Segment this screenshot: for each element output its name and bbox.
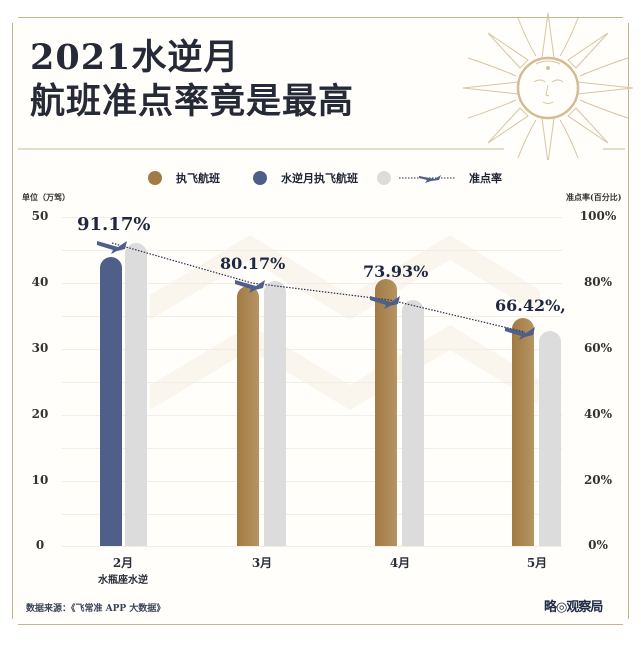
title-line-1: 2021水逆月 bbox=[30, 37, 240, 78]
grid-line bbox=[62, 382, 562, 383]
rate-label-feb: 91.17% bbox=[77, 214, 151, 235]
legend-label: 执飞航班 bbox=[176, 172, 220, 185]
x-label-mar: 3月 bbox=[251, 556, 273, 570]
bar-on-time-rate-may[interactable] bbox=[539, 331, 561, 546]
x-label-feb: 2月 bbox=[112, 556, 134, 570]
frame-corner bbox=[623, 619, 631, 627]
dotted-line-plane-icon bbox=[399, 175, 455, 183]
grid-line bbox=[62, 283, 562, 284]
data-source: 数据来源：《飞常准 APP 大数据》 bbox=[26, 604, 166, 614]
bar-flights-apr[interactable] bbox=[375, 279, 397, 546]
bar-on-time-rate-mar[interactable] bbox=[264, 281, 286, 546]
page-title: 2021水逆月 航班准点率竟是最高 bbox=[30, 36, 354, 124]
legend-item-on-time-rate: 准点率 bbox=[377, 170, 502, 186]
x-label-may: 5月 bbox=[526, 556, 548, 570]
legend-label: 准点率 bbox=[469, 172, 502, 185]
grid-line bbox=[62, 349, 562, 350]
frame-corner bbox=[623, 15, 631, 23]
left-tick: 10 bbox=[31, 473, 49, 487]
left-tick: 40 bbox=[31, 275, 49, 289]
left-tick: 0 bbox=[35, 538, 45, 552]
divider bbox=[18, 148, 504, 150]
gray-circle-icon bbox=[377, 171, 391, 185]
right-tick: 0% bbox=[588, 538, 608, 552]
frame-corner bbox=[10, 619, 18, 627]
grid-line bbox=[62, 250, 562, 251]
grid-line bbox=[62, 546, 562, 547]
right-tick: 60% bbox=[583, 341, 613, 355]
legend-label: 水逆月执飞航班 bbox=[281, 172, 358, 185]
bar-flights-may[interactable] bbox=[512, 318, 534, 546]
left-tick: 20 bbox=[31, 407, 49, 421]
chart-legend: 执飞航班 水逆月执飞航班 准点率 bbox=[0, 170, 641, 190]
bar-retrograde-flights-feb[interactable] bbox=[100, 257, 122, 546]
title-line-2: 航班准点率竟是最高 bbox=[30, 81, 355, 122]
rate-label-mar: 80.17% bbox=[220, 254, 286, 273]
grid-line bbox=[62, 514, 562, 515]
x-label-apr: 4月 bbox=[389, 556, 411, 570]
rate-label-apr: 73.93% bbox=[363, 262, 429, 281]
left-axis-title: 单位（万驾） bbox=[22, 192, 70, 202]
right-axis-title: 准点率(百分比) bbox=[566, 192, 622, 202]
gold-circle-icon bbox=[148, 171, 162, 185]
plane-icon bbox=[505, 327, 535, 340]
grid-line bbox=[62, 448, 562, 449]
frame-corner bbox=[10, 15, 18, 23]
grid-line bbox=[62, 217, 562, 218]
x-sublabel-feb: 水瓶座水逆 bbox=[98, 575, 148, 586]
right-tick: 20% bbox=[583, 473, 613, 487]
left-tick: 30 bbox=[31, 341, 49, 355]
sun-face-icon bbox=[462, 12, 634, 160]
right-tick: 80% bbox=[583, 275, 613, 289]
bar-on-time-rate-apr[interactable] bbox=[402, 300, 424, 546]
right-tick: 40% bbox=[583, 407, 613, 421]
grid-line bbox=[62, 316, 562, 317]
brand-logo: 略◎观察局 bbox=[544, 600, 603, 615]
plane-icon bbox=[235, 280, 265, 293]
legend-item-flights: 执飞航班 bbox=[148, 170, 220, 186]
blue-circle-icon bbox=[253, 171, 267, 185]
grid-line bbox=[62, 481, 562, 482]
divider bbox=[603, 148, 625, 150]
rate-label-may: 66.42%, bbox=[495, 296, 566, 315]
right-tick: 100% bbox=[579, 209, 617, 223]
plane-icon bbox=[97, 241, 127, 254]
plane-icon bbox=[370, 296, 400, 309]
grid-line bbox=[62, 415, 562, 416]
left-tick: 50 bbox=[31, 209, 49, 223]
legend-item-retrograde-flights: 水逆月执飞航班 bbox=[253, 170, 358, 186]
bar-flights-mar[interactable] bbox=[237, 286, 259, 546]
bar-on-time-rate-feb[interactable] bbox=[125, 243, 147, 546]
